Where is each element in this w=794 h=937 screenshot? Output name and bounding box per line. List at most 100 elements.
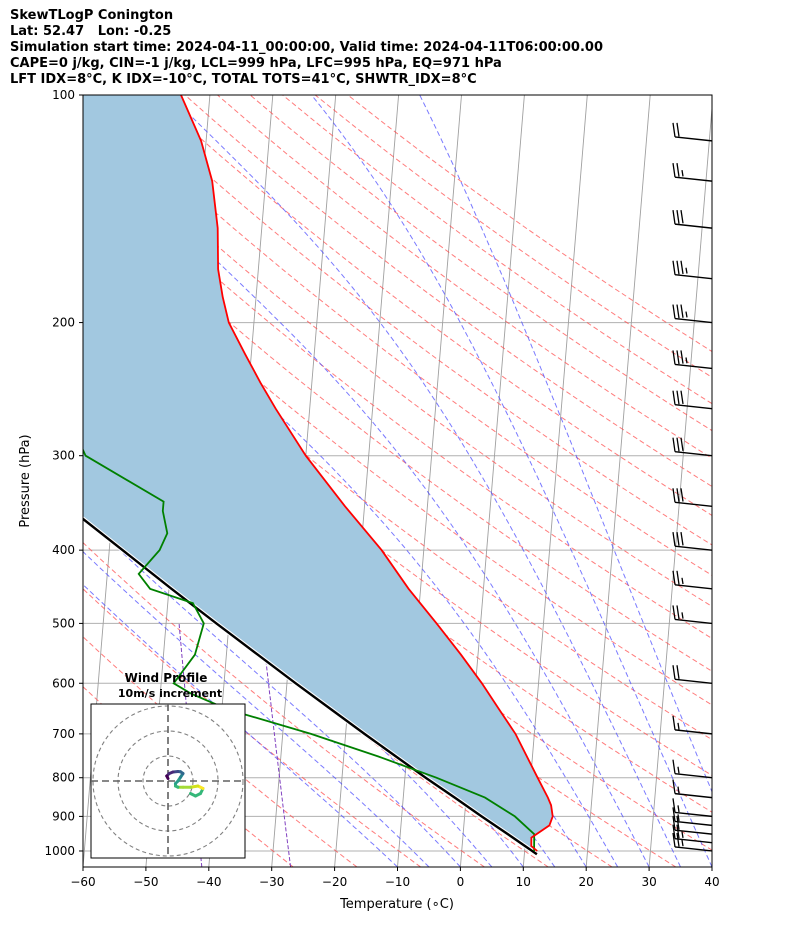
wind-barb-shaft <box>674 223 712 229</box>
wind-barb-flag <box>680 437 684 451</box>
wind-barb <box>672 779 712 799</box>
wind-barb-half-flag <box>685 267 688 274</box>
wind-barb <box>672 350 712 370</box>
wind-barb <box>672 437 712 457</box>
wind-barb <box>672 304 712 324</box>
y-axis-label: Pressure (hPa) <box>18 434 33 527</box>
dry-adiabat-line <box>184 95 712 488</box>
dry-adiabat-line <box>83 223 712 706</box>
wind-barb-flag <box>680 210 684 224</box>
wind-barb-shaft <box>674 729 712 735</box>
wind-barb <box>672 570 712 590</box>
wind-barb-shaft <box>674 846 712 852</box>
wind-barb-flag <box>676 570 680 585</box>
dry-adiabat-line <box>83 412 677 867</box>
wind-barb-half-flag <box>677 722 680 730</box>
wind-barb-flag <box>672 163 676 178</box>
isotherm-line <box>585 95 651 867</box>
wind-barb-shaft <box>674 829 712 835</box>
wind-barb-flag <box>680 260 684 275</box>
dry-adiabat-line <box>86 95 712 576</box>
wind-barb <box>672 759 712 779</box>
wind-barb-flag <box>676 350 680 365</box>
wind-barb-shaft <box>674 363 712 370</box>
x-axis-label: Temperature (∘C) <box>339 897 454 912</box>
y-tick-label: 500 <box>52 616 75 630</box>
wind-barb-flag <box>676 260 680 275</box>
y-tick-label: 900 <box>52 809 75 823</box>
moist-adiabat-line <box>83 583 398 867</box>
wind-barb-shaft <box>674 450 712 457</box>
wind-barb <box>672 832 712 852</box>
y-tick-label: 700 <box>52 727 75 741</box>
wind-barb-shaft <box>674 176 712 182</box>
wind-barb-flag <box>676 390 680 405</box>
wind-barb-shaft <box>674 136 712 142</box>
wind-barb-flag <box>680 532 684 546</box>
wind-barb-half-flag <box>685 311 688 318</box>
wind-barb-flag <box>672 304 676 319</box>
wind-barb-shaft <box>674 811 712 818</box>
wind-barb <box>672 390 712 410</box>
wind-barb-flag <box>676 832 680 847</box>
wind-barb <box>672 488 712 508</box>
x-tick-label: 10 <box>516 875 531 889</box>
wind-barb-half-flag <box>681 831 684 838</box>
dry-adiabat-line <box>83 588 421 867</box>
wind-barb-flag <box>676 532 680 546</box>
chart-title: SkewTLogP Conington <box>10 8 174 23</box>
isotherm-line <box>522 95 588 867</box>
indices-line-1: CAPE=0 j/kg, CIN=-1 j/kg, LCL=999 hPa, L… <box>10 56 502 71</box>
wind-barb-flag <box>676 488 680 502</box>
x-tick-label: 40 <box>704 875 719 889</box>
wind-barb-half-flag <box>681 577 684 585</box>
dewpoint-line <box>83 447 536 852</box>
wind-barb-flag <box>676 210 680 224</box>
wind-barb <box>672 122 712 142</box>
x-tick-label: −50 <box>133 875 158 889</box>
wind-barb-flag <box>672 488 676 503</box>
y-tick-label: 200 <box>52 316 75 330</box>
profile-lines <box>83 95 554 857</box>
wind-barb-half-flag <box>677 805 680 813</box>
wind-barb-flag <box>680 390 684 405</box>
wind-barb <box>672 163 712 182</box>
wind-barb-flag <box>672 807 676 822</box>
wind-barb <box>672 210 712 229</box>
wind-barb-flag <box>672 605 676 620</box>
wind-barb-flag <box>672 798 676 813</box>
wind-barb <box>672 605 712 625</box>
moist-adiabat-line <box>169 95 681 867</box>
wind-barb-flag <box>672 759 676 774</box>
wind-barb-flag <box>672 122 676 137</box>
wind-barb-flag <box>680 304 684 318</box>
x-tick-label: −30 <box>259 875 284 889</box>
dry-adiabat-line <box>83 122 712 608</box>
moist-adiabat-line <box>83 131 650 867</box>
wind-barb <box>672 665 712 684</box>
wind-barb-half-flag <box>677 766 680 774</box>
x-tick-label: −40 <box>196 875 221 889</box>
wind-barb-shaft <box>674 773 712 779</box>
x-tick-label: −60 <box>70 875 95 889</box>
shaded-region <box>83 95 553 855</box>
x-tick-label: 20 <box>579 875 594 889</box>
wind-barb-flag <box>676 816 680 830</box>
y-tick-label: 600 <box>52 676 75 690</box>
wind-barb-flag <box>676 824 680 839</box>
wind-barbs <box>672 122 712 852</box>
mixing-ratio-line <box>261 623 292 867</box>
wind-barb <box>672 260 712 280</box>
x-tick-label: 30 <box>641 875 656 889</box>
wind-barb-shaft <box>674 404 712 410</box>
wind-barb-half-flag <box>681 170 684 177</box>
chart-header: SkewTLogP Conington Lat: 52.47 Lon: -0.2… <box>10 8 603 88</box>
wind-barb-flag <box>672 437 676 452</box>
wind-barb-flag <box>672 816 676 831</box>
wind-barb-shaft <box>674 545 712 551</box>
isotherm-line <box>775 95 794 867</box>
dry-adiabat-line <box>282 95 712 405</box>
wind-barb-half-flag <box>681 839 684 847</box>
wind-barb-shaft <box>674 274 712 280</box>
